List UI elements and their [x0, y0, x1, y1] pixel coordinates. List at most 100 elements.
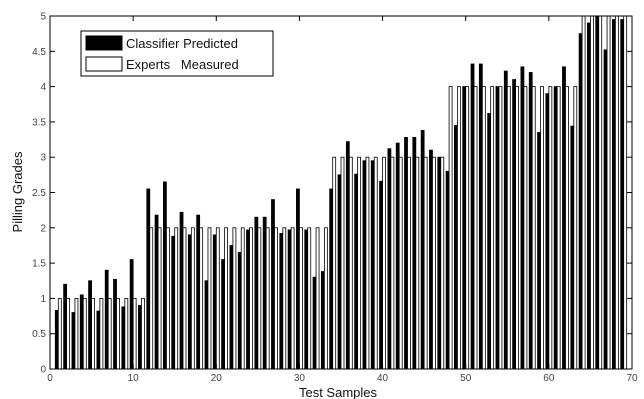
- bar-experts-measured: [506, 86, 511, 370]
- bar-experts-measured: [332, 156, 337, 370]
- x-tick-label: 10: [128, 373, 140, 384]
- y-axis-title: Pilling Grades: [10, 151, 25, 232]
- bar-experts-measured: [481, 86, 486, 370]
- y-tick-label: 1.5: [32, 259, 46, 270]
- y-tick-label: 4.5: [32, 47, 46, 58]
- bar-classifier-predicted: [437, 156, 442, 370]
- bar-experts-measured: [215, 227, 220, 370]
- bar-experts-measured: [515, 86, 519, 370]
- bar-classifier-predicted: [512, 79, 516, 370]
- bar-experts-measured: [74, 297, 79, 370]
- bar-experts-measured: [590, 15, 594, 370]
- bar-experts-measured: [82, 297, 87, 370]
- bar-classifier-predicted: [187, 234, 192, 370]
- bar-classifier-predicted: [503, 70, 508, 370]
- bar-classifier-predicted: [271, 199, 275, 370]
- legend-label-experts-measured: Experts Measured: [126, 57, 239, 72]
- bar-experts-measured: [315, 227, 320, 370]
- bar-experts-measured: [407, 156, 411, 370]
- x-tick-label: 70: [626, 373, 638, 384]
- bar-classifier-predicted: [63, 283, 68, 370]
- bar-experts-measured: [348, 156, 353, 370]
- bar-experts-measured: [373, 156, 378, 370]
- bar-experts-measured: [107, 297, 112, 370]
- bar-classifier-predicted: [320, 271, 325, 370]
- bar-classifier-predicted: [395, 142, 400, 370]
- legend-swatch-experts-measured: [85, 56, 123, 72]
- bar-classifier-predicted: [196, 214, 201, 370]
- y-tick-label: 5: [40, 12, 46, 23]
- bar-experts-measured: [157, 227, 162, 370]
- bar-classifier-predicted: [246, 229, 250, 370]
- bar-experts-measured: [224, 227, 228, 370]
- bar-classifier-predicted: [54, 309, 59, 370]
- bar-classifier-predicted: [171, 235, 176, 370]
- bar-experts-measured: [606, 15, 611, 370]
- bar-experts-measured: [340, 156, 345, 370]
- bar-classifier-predicted: [412, 137, 417, 370]
- bar-classifier-predicted: [520, 66, 525, 370]
- bar-classifier-predicted: [537, 132, 541, 370]
- x-tick-label: 60: [543, 373, 555, 384]
- y-tick-label: 3: [40, 153, 46, 164]
- bar-classifier-predicted: [329, 188, 334, 370]
- bar-classifier-predicted: [379, 180, 383, 370]
- bar-experts-measured: [598, 15, 603, 370]
- bar-classifier-predicted: [487, 113, 492, 370]
- bar-experts-measured: [307, 227, 312, 370]
- bar-classifier-predicted: [528, 72, 533, 370]
- bar-classifier-predicted: [562, 66, 566, 370]
- y-tick-label: 3.5: [32, 117, 46, 128]
- bar-classifier-predicted: [88, 280, 92, 370]
- bar-classifier-predicted: [462, 86, 467, 370]
- bar-experts-measured: [290, 227, 295, 370]
- bar-experts-measured: [456, 86, 461, 370]
- bar-classifier-predicted: [121, 306, 126, 370]
- bar-experts-measured: [565, 86, 569, 370]
- bar-experts-measured: [207, 227, 212, 370]
- bar-experts-measured: [149, 227, 154, 370]
- ticks-layer: 00.511.522.533.544.550 10 20 30 40 50 60 70: [32, 12, 638, 385]
- bar-classifier-predicted: [404, 137, 408, 370]
- bar-classifier-predicted: [495, 86, 500, 370]
- x-tick-label: 40: [377, 373, 389, 384]
- x-tick-label: 50: [460, 373, 472, 384]
- bar-experts-measured: [282, 227, 287, 370]
- bar-experts-measured: [132, 297, 137, 370]
- bar-experts-measured: [531, 86, 536, 370]
- bar-classifier-predicted: [296, 188, 300, 370]
- bar-classifier-predicted: [113, 278, 117, 370]
- bar-classifier-predicted: [370, 160, 375, 370]
- bar-classifier-predicted: [470, 63, 475, 370]
- bar-classifier-predicted: [304, 229, 309, 370]
- bar-classifier-predicted: [287, 229, 292, 370]
- bar-experts-measured: [257, 227, 262, 370]
- bar-classifier-predicted: [620, 19, 625, 370]
- bar-experts-measured: [357, 156, 362, 370]
- bar-experts-measured: [240, 227, 245, 370]
- bar-classifier-predicted: [603, 49, 608, 370]
- bar-experts-measured: [556, 86, 561, 370]
- x-axis-title: Test Samples: [299, 385, 378, 399]
- bar-classifier-predicted: [595, 15, 600, 370]
- bar-classifier-predicted: [337, 174, 342, 370]
- bar-classifier-predicted: [570, 125, 575, 370]
- bar-classifier-predicted: [354, 173, 359, 370]
- legend: Classifier Predicted Experts Measured: [80, 30, 274, 77]
- bar-experts-measured: [581, 15, 586, 370]
- bar-experts-measured: [423, 156, 428, 370]
- bar-experts-measured: [623, 15, 628, 370]
- bar-experts-measured: [432, 156, 436, 370]
- bar-experts-measured: [165, 227, 170, 370]
- bar-experts-measured: [91, 297, 95, 370]
- bar-classifier-predicted: [96, 310, 101, 370]
- bar-experts-measured: [490, 86, 495, 370]
- bar-classifier-predicted: [79, 294, 84, 370]
- bar-experts-measured: [182, 227, 187, 370]
- bar-experts-measured: [265, 227, 270, 370]
- y-tick-label: 1: [40, 294, 46, 305]
- bar-classifier-predicted: [204, 280, 209, 370]
- bar-experts-measured: [141, 297, 145, 370]
